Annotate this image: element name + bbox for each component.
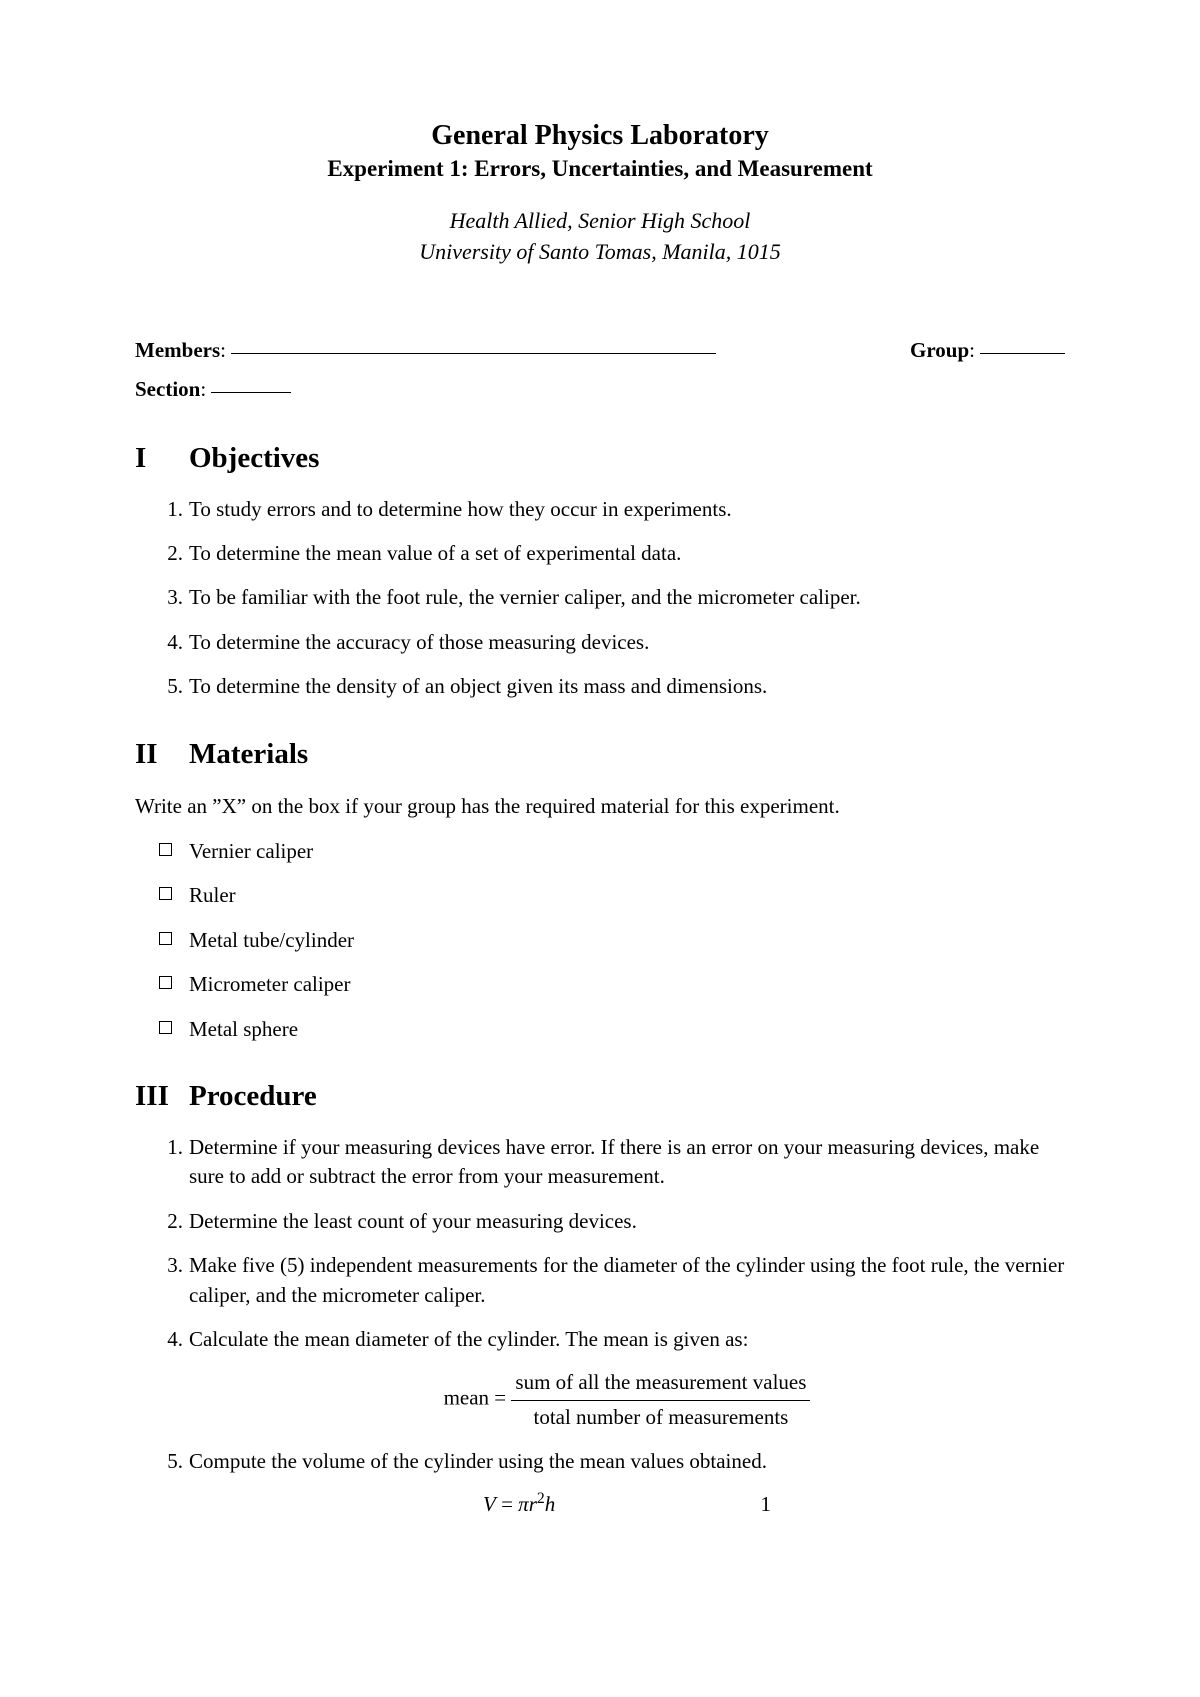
form-row-1: Members: Group: xyxy=(135,338,1065,363)
material-label: Metal tube/cylinder xyxy=(189,928,354,952)
section-title-3: Procedure xyxy=(189,1080,317,1112)
section-number-2: II xyxy=(135,738,189,771)
material-label: Ruler xyxy=(189,883,236,907)
objective-item: To determine the density of an object gi… xyxy=(177,672,1065,701)
materials-list: Vernier caliper Ruler Metal tube/cylinde… xyxy=(135,837,1065,1044)
procedure-text: Compute the volume of the cylinder using… xyxy=(189,1449,767,1473)
volume-eq: = xyxy=(496,1492,518,1516)
mean-formula: mean = sum of all the measurement values… xyxy=(189,1368,1065,1432)
mean-denominator: total number of measurements xyxy=(511,1401,810,1432)
material-label: Vernier caliper xyxy=(189,839,313,863)
materials-intro: Write an ”X” on the box if your group ha… xyxy=(135,791,1065,821)
group-field: Group: xyxy=(910,338,1065,363)
objective-item: To determine the accuracy of those measu… xyxy=(177,628,1065,657)
section-title-2: Materials xyxy=(189,738,308,770)
section-label: Section xyxy=(135,377,200,401)
material-item: Micrometer caliper xyxy=(177,970,1065,999)
section-title-1: Objectives xyxy=(189,442,319,474)
material-item: Vernier caliper xyxy=(177,837,1065,866)
procedure-item: Determine the least count of your measur… xyxy=(177,1207,1065,1236)
mean-lhs: mean = xyxy=(444,1386,507,1410)
objective-item: To study errors and to determine how the… xyxy=(177,495,1065,524)
affiliation-line-1: Health Allied, Senior High School xyxy=(135,206,1065,237)
section-blank-line xyxy=(211,392,291,393)
volume-formula: V = πr2h 1 xyxy=(189,1490,1065,1519)
form-fields: Members: Group: Section: xyxy=(135,338,1065,402)
volume-exponent: 2 xyxy=(537,1490,545,1507)
affiliation-line-2: University of Santo Tomas, Manila, 1015 xyxy=(135,237,1065,268)
section-heading-objectives: IObjectives xyxy=(135,442,1065,475)
material-label: Micrometer caliper xyxy=(189,972,351,996)
checkbox-icon xyxy=(159,976,172,989)
group-label: Group xyxy=(910,338,969,362)
checkbox-icon xyxy=(159,887,172,900)
form-row-2: Section: xyxy=(135,377,1065,402)
members-field: Members: xyxy=(135,338,716,363)
document-title: General Physics Laboratory xyxy=(135,120,1065,152)
material-label: Metal sphere xyxy=(189,1017,298,1041)
material-item: Metal tube/cylinder xyxy=(177,926,1065,955)
procedure-item: Compute the volume of the cylinder using… xyxy=(177,1447,1065,1520)
procedure-text: Calculate the mean diameter of the cylin… xyxy=(189,1327,748,1351)
objective-item: To determine the mean value of a set of … xyxy=(177,539,1065,568)
section-heading-materials: IIMaterials xyxy=(135,738,1065,771)
volume-pir: πr xyxy=(518,1492,537,1516)
checkbox-icon xyxy=(159,1021,172,1034)
procedure-item: Make five (5) independent measurements f… xyxy=(177,1251,1065,1310)
group-blank-line xyxy=(980,353,1065,354)
document-subtitle: Experiment 1: Errors, Uncertainties, and… xyxy=(135,156,1065,182)
members-blank-line xyxy=(231,353,716,354)
objective-item: To be familiar with the foot rule, the v… xyxy=(177,583,1065,612)
checkbox-icon xyxy=(159,843,172,856)
procedure-list: Determine if your measuring devices have… xyxy=(135,1133,1065,1520)
members-label: Members xyxy=(135,338,220,362)
procedure-item: Determine if your measuring devices have… xyxy=(177,1133,1065,1192)
page-number: 1 xyxy=(761,1492,772,1516)
material-item: Ruler xyxy=(177,881,1065,910)
section-heading-procedure: IIIProcedure xyxy=(135,1080,1065,1113)
section-field: Section: xyxy=(135,377,291,402)
checkbox-icon xyxy=(159,932,172,945)
material-item: Metal sphere xyxy=(177,1015,1065,1044)
section-number-3: III xyxy=(135,1080,189,1113)
document-header: General Physics Laboratory Experiment 1:… xyxy=(135,120,1065,268)
mean-fraction: sum of all the measurement values total … xyxy=(511,1368,810,1432)
volume-V: V xyxy=(483,1492,496,1516)
objectives-list: To study errors and to determine how the… xyxy=(135,495,1065,702)
volume-h: h xyxy=(545,1492,556,1516)
procedure-item: Calculate the mean diameter of the cylin… xyxy=(177,1325,1065,1432)
mean-numerator: sum of all the measurement values xyxy=(511,1368,810,1400)
section-number-1: I xyxy=(135,442,189,475)
